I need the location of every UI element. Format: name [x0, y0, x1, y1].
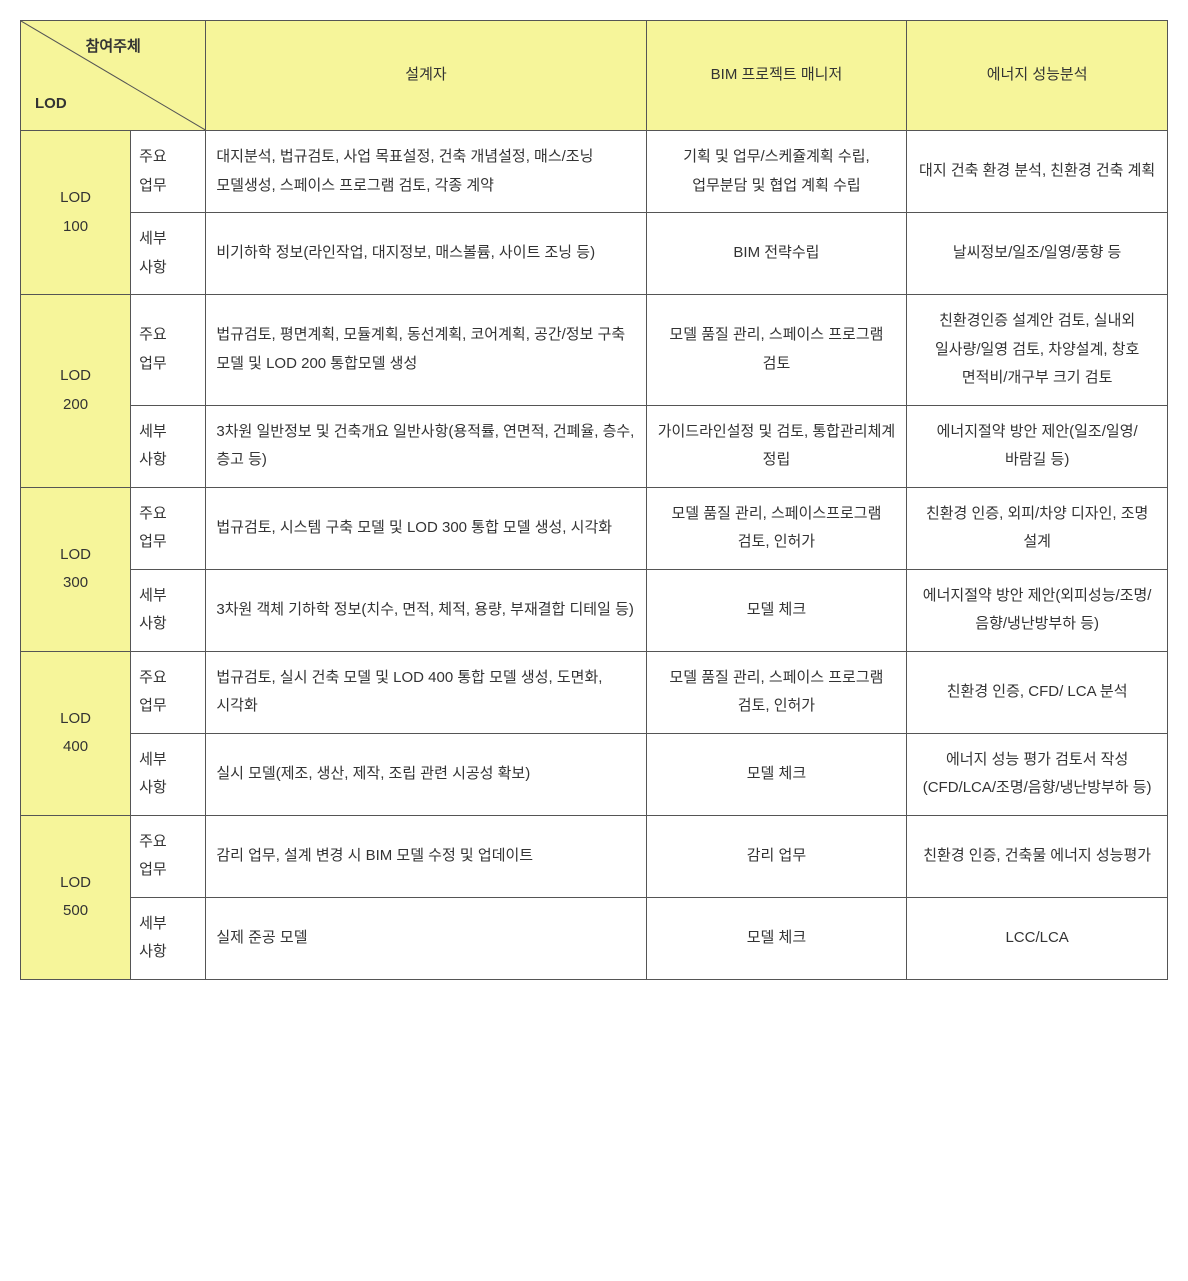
- table-row: LOD 400 주요 업무 법규검토, 실시 건축 모델 및 LOD 400 통…: [21, 651, 1168, 733]
- cell-designer: 법규검토, 평면계획, 모듈계획, 동선계획, 코어계획, 공간/정보 구축 모…: [206, 295, 646, 406]
- table-body: LOD 100 주요 업무 대지분석, 법규검토, 사업 목표설정, 건축 개념…: [21, 131, 1168, 980]
- cell-designer: 실시 모델(제조, 생산, 제작, 조립 관련 시공성 확보): [206, 733, 646, 815]
- cell-bim-pm: 모델 품질 관리, 스페이스프로그램 검토, 인허가: [646, 487, 907, 569]
- table-row: 세부 사항 3차원 객체 기하학 정보(치수, 면적, 체적, 용량, 부재결합…: [21, 569, 1168, 651]
- cell-bim-pm: 모델 품질 관리, 스페이스 프로그램 검토: [646, 295, 907, 406]
- cell-energy: 날씨정보/일조/일영/풍향 등: [907, 213, 1168, 295]
- cell-energy: 친환경 인증, 외피/차양 디자인, 조명 설계: [907, 487, 1168, 569]
- lod-label: LOD 100: [21, 131, 131, 295]
- cell-bim-pm: BIM 전략수립: [646, 213, 907, 295]
- sub-label-detail: 세부 사항: [131, 733, 206, 815]
- sub-label-main: 주요 업무: [131, 651, 206, 733]
- header-diagonal-cell: 참여주체 LOD: [21, 21, 206, 131]
- header-row: 참여주체 LOD 설계자 BIM 프로젝트 매니저 에너지 성능분석: [21, 21, 1168, 131]
- table-row: LOD 300 주요 업무 법규검토, 시스템 구축 모델 및 LOD 300 …: [21, 487, 1168, 569]
- cell-designer: 대지분석, 법규검토, 사업 목표설정, 건축 개념설정, 매스/조닝 모델생성…: [206, 131, 646, 213]
- lod-label: LOD 200: [21, 295, 131, 488]
- header-bim-pm: BIM 프로젝트 매니저: [646, 21, 907, 131]
- header-diagonal-top: 참여주체: [21, 33, 205, 62]
- cell-energy: 에너지절약 방안 제안(일조/일영/바람길 등): [907, 405, 1168, 487]
- cell-bim-pm: 모델 체크: [646, 897, 907, 979]
- cell-bim-pm: 모델 품질 관리, 스페이스 프로그램 검토, 인허가: [646, 651, 907, 733]
- cell-energy: LCC/LCA: [907, 897, 1168, 979]
- cell-designer: 감리 업무, 설계 변경 시 BIM 모델 수정 및 업데이트: [206, 815, 646, 897]
- sub-label-detail: 세부 사항: [131, 405, 206, 487]
- cell-energy: 에너지 성능 평가 검토서 작성(CFD/LCA/조명/음향/냉난방부하 등): [907, 733, 1168, 815]
- header-designer: 설계자: [206, 21, 646, 131]
- lod-table: 참여주체 LOD 설계자 BIM 프로젝트 매니저 에너지 성능분석 LOD 1…: [20, 20, 1168, 980]
- table-row: 세부 사항 실제 준공 모델 모델 체크 LCC/LCA: [21, 897, 1168, 979]
- cell-designer: 실제 준공 모델: [206, 897, 646, 979]
- cell-designer: 3차원 일반정보 및 건축개요 일반사항(용적률, 연면적, 건폐율, 층수, …: [206, 405, 646, 487]
- lod-label: LOD 500: [21, 815, 131, 979]
- cell-bim-pm: 모델 체크: [646, 733, 907, 815]
- sub-label-main: 주요 업무: [131, 295, 206, 406]
- sub-label-main: 주요 업무: [131, 487, 206, 569]
- table-row: LOD 200 주요 업무 법규검토, 평면계획, 모듈계획, 동선계획, 코어…: [21, 295, 1168, 406]
- cell-bim-pm: 감리 업무: [646, 815, 907, 897]
- cell-energy: 친환경 인증, CFD/ LCA 분석: [907, 651, 1168, 733]
- cell-energy: 친환경인증 설계안 검토, 실내외 일사량/일영 검토, 차양설계, 창호 면적…: [907, 295, 1168, 406]
- header-diagonal-bottom: LOD: [35, 90, 67, 119]
- cell-designer: 비기하학 정보(라인작업, 대지정보, 매스볼륨, 사이트 조닝 등): [206, 213, 646, 295]
- sub-label-detail: 세부 사항: [131, 897, 206, 979]
- cell-designer: 3차원 객체 기하학 정보(치수, 면적, 체적, 용량, 부재결합 디테일 등…: [206, 569, 646, 651]
- cell-designer: 법규검토, 시스템 구축 모델 및 LOD 300 통합 모델 생성, 시각화: [206, 487, 646, 569]
- lod-label: LOD 300: [21, 487, 131, 651]
- table-row: 세부 사항 비기하학 정보(라인작업, 대지정보, 매스볼륨, 사이트 조닝 등…: [21, 213, 1168, 295]
- cell-bim-pm: 가이드라인설정 및 검토, 통합관리체계 정립: [646, 405, 907, 487]
- table-row: LOD 100 주요 업무 대지분석, 법규검토, 사업 목표설정, 건축 개념…: [21, 131, 1168, 213]
- sub-label-main: 주요 업무: [131, 131, 206, 213]
- cell-bim-pm: 기획 및 업무/스케쥴계획 수립, 업무분담 및 협업 계획 수립: [646, 131, 907, 213]
- table-row: 세부 사항 3차원 일반정보 및 건축개요 일반사항(용적률, 연면적, 건폐율…: [21, 405, 1168, 487]
- table-row: 세부 사항 실시 모델(제조, 생산, 제작, 조립 관련 시공성 확보) 모델…: [21, 733, 1168, 815]
- sub-label-main: 주요 업무: [131, 815, 206, 897]
- cell-energy: 대지 건축 환경 분석, 친환경 건축 계획: [907, 131, 1168, 213]
- cell-bim-pm: 모델 체크: [646, 569, 907, 651]
- cell-energy: 에너지절약 방안 제안(외피성능/조명/음향/냉난방부하 등): [907, 569, 1168, 651]
- header-energy: 에너지 성능분석: [907, 21, 1168, 131]
- cell-designer: 법규검토, 실시 건축 모델 및 LOD 400 통합 모델 생성, 도면화, …: [206, 651, 646, 733]
- cell-energy: 친환경 인증, 건축물 에너지 성능평가: [907, 815, 1168, 897]
- lod-label: LOD 400: [21, 651, 131, 815]
- table-row: LOD 500 주요 업무 감리 업무, 설계 변경 시 BIM 모델 수정 및…: [21, 815, 1168, 897]
- sub-label-detail: 세부 사항: [131, 213, 206, 295]
- sub-label-detail: 세부 사항: [131, 569, 206, 651]
